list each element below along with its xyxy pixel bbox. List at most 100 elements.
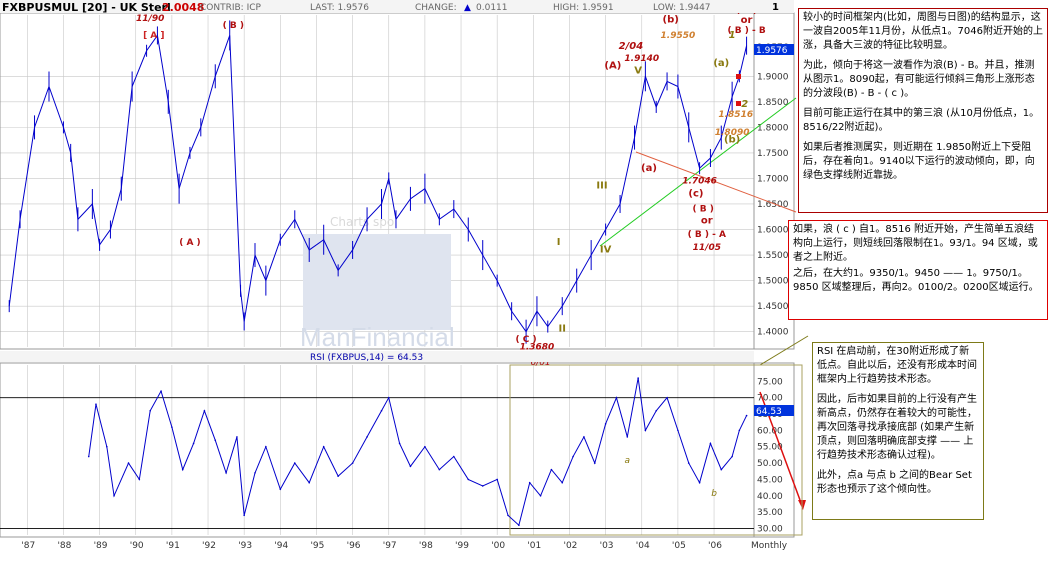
- rsi-annotation: b: [711, 489, 717, 499]
- x-tick: Monthly: [751, 541, 788, 551]
- change-label: CHANGE:: [415, 3, 457, 13]
- rsi-point: [337, 475, 339, 477]
- rsi-point: [113, 494, 115, 497]
- price-annotation: 11/90: [136, 14, 164, 24]
- watermark-sub: Charts spo: [330, 215, 394, 229]
- marker-square-1: [736, 74, 741, 79]
- price-annotation: 1.8516: [718, 110, 753, 120]
- y-axis-ticks: 1.9576 1.9000 1.8500 1.8000 1.7500 1.7000 1.65…: [757, 43, 789, 535]
- rsi-point: [698, 481, 701, 484]
- analysis-note-1: 较小的时间框架内(比如，周图与日图)的结构显示，这一波自2005年11月份，从低…: [798, 8, 1048, 213]
- rsi-point: [709, 442, 712, 445]
- price-annotation: 1: [729, 30, 736, 41]
- price-y-tick: 1.8500: [757, 98, 789, 108]
- price-annotation: 2: [741, 99, 748, 110]
- price-y-tick: 1.6500: [757, 200, 789, 210]
- rsi-point: [626, 436, 629, 438]
- price-y-tick: 1.4000: [757, 328, 789, 338]
- rsi-point: [496, 478, 498, 481]
- rsi-point: [149, 409, 151, 412]
- rsi-point: [293, 462, 296, 464]
- rsi-point: [637, 377, 639, 379]
- low-label: LOW: 1.9447: [653, 3, 711, 13]
- rsi-point: [351, 462, 354, 464]
- contrib-label: CONTRIB: ICP: [200, 3, 262, 13]
- rsi-point: [398, 442, 401, 445]
- x-axis-ticks: '87 '88 '89 '90 '91 '92 '93 '94 '95 '96 '97 '98 '99 '…: [21, 541, 787, 551]
- rsi-point: [677, 429, 679, 432]
- rsi-point: [731, 455, 733, 458]
- rsi-y-tick: 45.00: [757, 475, 783, 485]
- price-y-tick: 1.4500: [757, 302, 789, 312]
- green-support-line: [599, 97, 797, 247]
- note1-para-2: 为此，倾向于将这一波看作为浪(B) - B。并且，推测从图示1。8090起，有可…: [803, 60, 1035, 99]
- header-bar: [0, 0, 794, 13]
- rsi-point: [225, 472, 227, 474]
- rsi-point: [380, 409, 383, 412]
- note1-para-1: 较小的时间框架内(比如，周图与日图)的结构显示，这一波自2005年11月份，从低…: [803, 12, 1043, 51]
- rsi-point: [181, 468, 184, 471]
- rsi-point: [138, 478, 141, 481]
- rsi-point: [687, 462, 690, 464]
- rsi-y-tick: 70.00: [757, 394, 783, 404]
- price-annotation: 2/04: [619, 41, 644, 52]
- rsi-y-tick: 30.00: [757, 524, 783, 534]
- rsi-point: [666, 396, 668, 399]
- rsi-point: [615, 396, 618, 399]
- rsi-y-tick: 55.00: [757, 443, 783, 453]
- rsi-point: [366, 436, 368, 438]
- x-tick: '02: [563, 541, 577, 551]
- rsi-header-bar: [0, 351, 754, 362]
- price-y-tick: 1.7500: [757, 149, 789, 159]
- rsi-point: [265, 445, 267, 448]
- watermark: Charts spo ManFinancial: [300, 215, 455, 352]
- rsi-point: [87, 455, 90, 458]
- price-y-tick: 1.5500: [757, 251, 789, 261]
- price-annotation: II: [559, 324, 566, 335]
- note1-para-3: 目前可能正运行在其中的第三浪 (从10月份低点，1。8516/22附近起)。: [803, 108, 1040, 133]
- rsi-point: [720, 468, 723, 471]
- rsi-point: [214, 439, 217, 441]
- rsi-y-tick: 75.00: [757, 377, 783, 387]
- rsi-y-tick: 50.00: [757, 459, 783, 469]
- rsi-point: [539, 494, 542, 497]
- price-tag: [754, 44, 794, 55]
- rsi-point: [453, 455, 455, 458]
- price-annotation: 1.9550: [661, 31, 696, 41]
- rsi-point: [95, 403, 97, 406]
- change-value: 0.0111: [476, 3, 508, 13]
- analysis-note-3: RSI 在启动前，在30附近形成了新低点。自此以后，还没有形成本时间框架内上行趋…: [812, 342, 984, 520]
- red-trend-line: [635, 151, 797, 213]
- x-tick: '88: [57, 541, 71, 551]
- x-tick: '06: [708, 541, 722, 551]
- price-annotation: I: [557, 237, 561, 248]
- rsi-point: [236, 436, 238, 438]
- price-annotation: (c): [688, 188, 703, 199]
- x-tick: '99: [455, 541, 469, 551]
- price-annotation: or: [701, 215, 713, 226]
- x-tick: '93: [238, 541, 252, 551]
- price-annotation: 1.3680: [520, 343, 555, 353]
- price-annotation: (a): [641, 163, 657, 174]
- rsi-point: [279, 488, 282, 491]
- rsi-point: [550, 468, 553, 471]
- rsi-point: [387, 396, 390, 399]
- change-arrow-icon: ▲: [464, 3, 471, 13]
- analysis-note-2: 如果，浪 ( c ) 自1。8516 附近开始，产生简单五浪结构向上运行，则短线…: [788, 220, 1048, 320]
- series-group: [8, 20, 748, 527]
- rsi-point: [481, 485, 484, 487]
- price-annotation: III: [596, 181, 607, 192]
- rsi-point: [583, 436, 585, 438]
- price-annotation: ( B ) - A: [688, 230, 726, 240]
- note2-para-1: 如果，浪 ( c ) 自1。8516 附近开始，产生简单五浪结构向上运行，则短线…: [793, 224, 1038, 263]
- rsi-point: [655, 409, 658, 412]
- rsi-point: [604, 423, 607, 425]
- price-annotation: (A): [604, 61, 621, 72]
- rsi-point: [528, 481, 531, 484]
- marker-square-2: [736, 101, 741, 106]
- price-annotation: (b): [724, 135, 740, 146]
- rsi-y-tick: 40.00: [757, 492, 783, 502]
- note3-para-2: 因此，后市如果目前的上行没有产生新高点，仍然存在着较大的可能性，再次回落寻找承接…: [817, 394, 977, 461]
- price-tag-text: 1.9576: [756, 46, 788, 56]
